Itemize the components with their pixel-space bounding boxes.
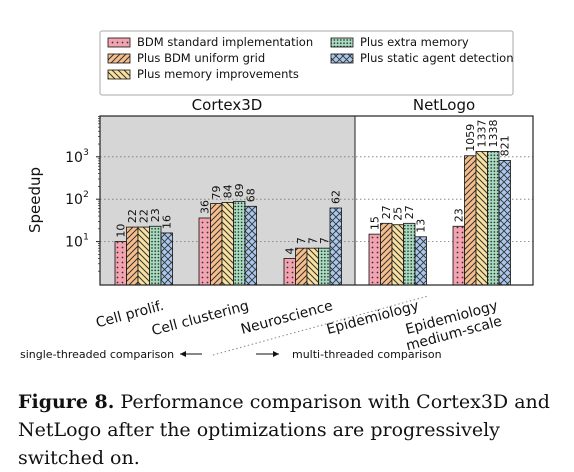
bar xyxy=(233,200,246,286)
bar xyxy=(391,224,404,286)
data-label: 79 xyxy=(210,186,223,200)
data-label: 27 xyxy=(380,205,393,219)
legend-swatch xyxy=(107,37,131,48)
data-label: 23 xyxy=(149,208,162,222)
caption-label: Figure 8. xyxy=(18,391,115,413)
bar xyxy=(487,151,500,286)
data-label: 62 xyxy=(330,190,343,204)
data-label: 4 xyxy=(284,247,297,254)
chart: BDM standard implementation Plus BDM unif… xyxy=(20,30,534,361)
bar xyxy=(198,217,211,286)
data-label: 1337 xyxy=(476,119,489,147)
legend-swatch xyxy=(107,69,131,80)
data-label: 68 xyxy=(245,188,258,202)
data-label: 25 xyxy=(392,207,405,221)
y-tick-label: 10 xyxy=(65,235,83,251)
bar xyxy=(498,160,511,286)
bar xyxy=(380,222,393,286)
data-label: 22 xyxy=(126,209,139,223)
bar xyxy=(329,207,342,286)
bar xyxy=(368,233,381,286)
data-label: 16 xyxy=(161,215,174,229)
data-label: 13 xyxy=(415,219,428,233)
x-axis-label-line: Cell clustering xyxy=(150,298,251,339)
y-tick-label: 10 xyxy=(65,192,83,208)
data-label: 22 xyxy=(138,209,151,223)
figure-caption: Figure 8. Performance comparison with Co… xyxy=(18,388,566,472)
bars xyxy=(114,151,511,286)
y-axis-label: Speedup xyxy=(26,167,44,233)
arrow-left-icon xyxy=(180,351,202,357)
data-label: 10 xyxy=(115,224,128,238)
bar xyxy=(244,205,257,286)
panel-label-cortex3d: Cortex3D xyxy=(192,96,263,114)
x-axis-labels: Cell prolif.Cell clusteringNeuroscienceE… xyxy=(94,298,504,354)
data-label: 23 xyxy=(453,208,466,222)
legend-label: Plus memory improvements xyxy=(137,67,299,81)
bar xyxy=(306,247,319,286)
data-label: 1059 xyxy=(464,124,477,152)
data-label: 15 xyxy=(369,216,382,230)
bar xyxy=(149,225,162,286)
bar xyxy=(452,225,465,286)
bar xyxy=(160,232,173,286)
arrow-right-icon xyxy=(256,351,279,357)
legend-swatch xyxy=(107,53,131,64)
legend-label: Plus BDM uniform grid xyxy=(137,51,265,65)
panel-label-netlogo: NetLogo xyxy=(413,96,475,114)
bar xyxy=(137,226,150,286)
bar xyxy=(403,222,416,286)
data-labels: 1036415232279727105922847251337238972713… xyxy=(115,119,512,254)
bar xyxy=(126,226,139,286)
bar xyxy=(464,155,477,286)
y-tick-label: 10 xyxy=(65,150,83,166)
legend-frame xyxy=(99,30,514,96)
y-tick-exponent: 1 xyxy=(83,233,89,243)
data-label: 36 xyxy=(199,200,212,214)
bar xyxy=(318,247,331,286)
x-axis-label: Cell clustering xyxy=(150,298,251,339)
legend-label: Plus extra memory xyxy=(360,35,469,49)
annotation-single-threaded: single-threaded comparison xyxy=(20,348,174,361)
legend-label: Plus static agent detection xyxy=(360,51,513,65)
legend-swatch xyxy=(330,53,354,64)
bar xyxy=(221,202,234,286)
legend: BDM standard implementation Plus BDM unif… xyxy=(99,30,514,96)
bar xyxy=(414,236,427,286)
comparison-separator xyxy=(212,295,429,356)
data-label: 1338 xyxy=(487,119,500,147)
data-label: 27 xyxy=(403,205,416,219)
plot-frame xyxy=(99,115,534,286)
bar xyxy=(295,247,308,286)
bar xyxy=(475,151,488,286)
data-label: 7 xyxy=(295,237,308,244)
x-axis-label-line: Neuroscience xyxy=(239,298,335,338)
y-tick-exponent: 3 xyxy=(83,148,89,158)
data-label: 7 xyxy=(307,237,320,244)
bar xyxy=(210,203,223,286)
data-label: 89 xyxy=(233,183,246,197)
y-tick-exponent: 2 xyxy=(83,190,89,200)
bar xyxy=(114,241,127,286)
data-label: 821 xyxy=(499,135,512,156)
data-label: 7 xyxy=(318,237,331,244)
legend-label: BDM standard implementation xyxy=(137,35,313,49)
annotation-multi-threaded: multi-threaded comparison xyxy=(292,348,442,361)
caption-text: Performance comparison with Cortex3D and… xyxy=(18,391,550,469)
data-label: 84 xyxy=(222,184,235,198)
legend-swatch xyxy=(330,37,354,48)
bar xyxy=(283,258,296,286)
x-axis-label: Neuroscience xyxy=(239,298,335,338)
